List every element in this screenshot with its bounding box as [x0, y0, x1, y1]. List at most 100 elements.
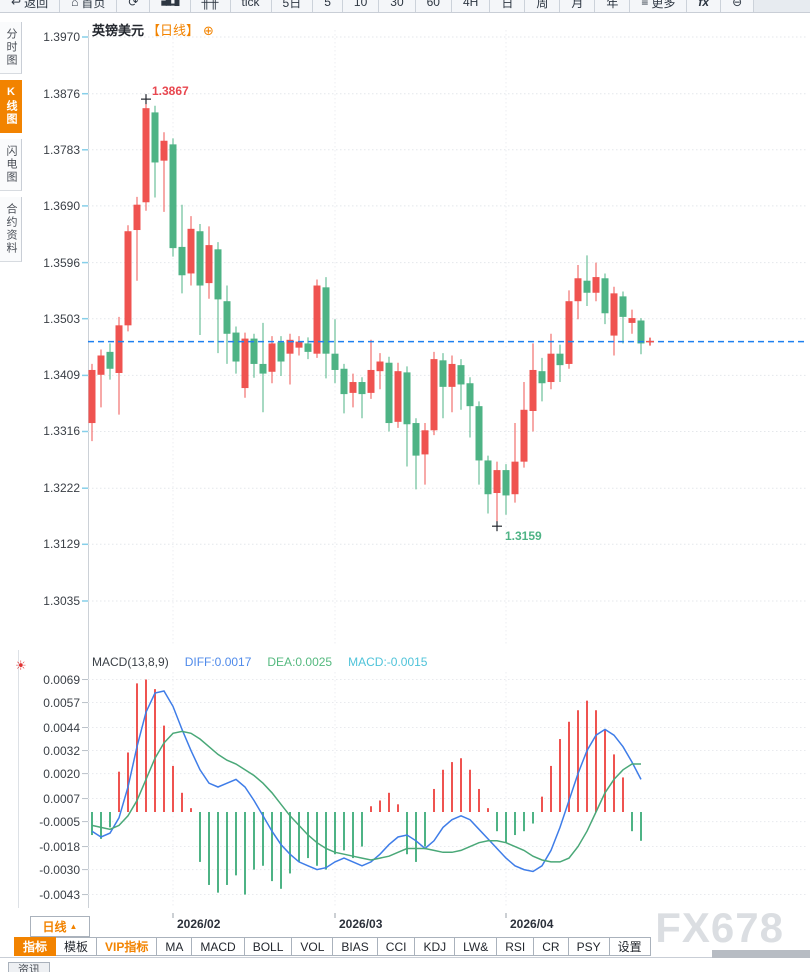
news-tab[interactable]: 资讯: [8, 962, 50, 972]
toolbar-button-label: 日: [501, 0, 514, 10]
watermark: FX678: [655, 904, 784, 951]
toolbar-button-tick[interactable]: tick: [230, 0, 272, 12]
indicator-tab-templates[interactable]: 模板: [56, 937, 98, 956]
indicator-tab-cci[interactable]: CCI: [377, 937, 416, 956]
toolbar-button-label: 首页: [81, 0, 106, 10]
toolbar-button-label: 30: [390, 0, 404, 9]
candle-body: [268, 343, 276, 372]
toolbar-button-monthly[interactable]: 月: [560, 0, 596, 12]
toolbar-button-10min[interactable]: 10: [342, 0, 380, 12]
indicator-tab-bias[interactable]: BIAS: [333, 937, 378, 956]
toolbar-button-bar-chart-type[interactable]: ▅▇▂█: [150, 0, 191, 12]
toolbar-button-30min[interactable]: 30: [379, 0, 416, 12]
candle-body: [331, 353, 339, 370]
candle-body: [592, 277, 600, 293]
toolbar-button-label: 60: [426, 0, 440, 9]
candle-body: [583, 280, 591, 293]
candle-body: [529, 369, 537, 411]
toolbar-button-label: 周: [536, 0, 549, 10]
candle-body: [178, 246, 186, 276]
candle-body: [124, 231, 132, 326]
indicator-tab-ma[interactable]: MA: [157, 937, 193, 956]
candle-body: [385, 362, 393, 424]
candle-body: [106, 351, 114, 369]
candle-body: [601, 278, 609, 314]
add-overlay-icon[interactable]: ⊕: [203, 23, 214, 38]
indicator-tab-kdj[interactable]: KDJ: [415, 937, 456, 956]
toolbar-button-60min[interactable]: 60: [415, 0, 452, 12]
candle-body: [403, 372, 411, 425]
indicator-tab-settings[interactable]: 设置: [609, 937, 651, 956]
toolbar-button-yearly[interactable]: 年: [595, 0, 631, 12]
indicator-tab-psy[interactable]: PSY: [568, 937, 610, 956]
toolbar-button-more[interactable]: ≡ 更多: [630, 0, 688, 12]
toolbar-button-daily[interactable]: 日: [490, 0, 526, 12]
sidebar-tab-kline-chart[interactable]: K线图: [0, 80, 22, 133]
sidebar-tab-lightning-chart[interactable]: 闪电图: [0, 139, 22, 191]
toolbar-button-5day[interactable]: 5日: [271, 0, 314, 12]
candle-body: [520, 409, 528, 462]
candle-body: [142, 108, 150, 203]
indicator-tab-lwr[interactable]: LW&: [455, 937, 498, 956]
candle-body: [241, 338, 249, 389]
toolbar-button-zoom-out[interactable]: ⊖: [721, 0, 755, 12]
candle-body: [619, 296, 627, 317]
toolbar-button-back[interactable]: ↩ 返回: [0, 0, 61, 12]
indicator-tab-vip-indicators[interactable]: VIP指标: [97, 937, 158, 956]
sidebar-tab-contract-info[interactable]: 合约资料: [0, 197, 22, 262]
indicator-toolbar: 指标 模板 VIP指标 MA MACD BOLL VOL BIAS CCI KDJ LW& RSI CR…: [14, 937, 651, 956]
toolbar-button-4hour[interactable]: 4H: [451, 0, 491, 12]
candle-body: [511, 461, 519, 495]
indicator-tab-vol[interactable]: VOL: [292, 937, 334, 956]
macd-dea-line: [91, 730, 641, 863]
left-sidebar: 分时图 K线图闪电图合约资料: [0, 12, 22, 268]
indicator-settings-sun-icon[interactable]: ☀: [15, 658, 27, 673]
candle-body: [304, 343, 312, 352]
candle-body: [286, 339, 294, 354]
candle-body: [358, 382, 366, 395]
toolbar-button-5min[interactable]: 5: [313, 0, 343, 12]
candle-body: [232, 332, 240, 362]
candle-body: [376, 361, 384, 372]
candle-body: [340, 368, 348, 395]
candle-body: [466, 383, 474, 407]
period-selector-label: 日线: [42, 920, 67, 934]
chart-title: 英镑美元 【日线】 ⊕: [92, 20, 214, 39]
indicator-tab-macd[interactable]: MACD: [192, 937, 245, 956]
toolbar-button-label: tick: [241, 0, 260, 9]
macd-diff-value: DIFF:0.0017: [184, 655, 252, 669]
candle-body: [196, 231, 204, 286]
candle-body: [214, 249, 222, 300]
candle-body: [205, 245, 213, 284]
toolbar-button-home[interactable]: ⌂ 首页: [60, 0, 118, 12]
candle-body: [295, 341, 303, 348]
candle-body: [610, 293, 618, 336]
candle-body: [187, 228, 195, 274]
candle-body: [160, 140, 168, 161]
toolbar-button-label: 5日: [282, 0, 302, 10]
horizontal-scrollbar-thumb[interactable]: [712, 950, 810, 958]
toolbar-button-label: 5: [324, 0, 331, 9]
candle-body: [457, 365, 465, 385]
candle-body: [259, 363, 267, 374]
toolbar-button-weekly[interactable]: 周: [525, 0, 561, 12]
toolbar-button-indicator-settings[interactable]: ╫╫: [190, 0, 231, 12]
symbol-name: 英镑美元: [92, 23, 145, 38]
toolbar-button-label: 4H: [462, 0, 479, 9]
indicator-tab-cr[interactable]: CR: [534, 937, 569, 956]
indicator-tab-indicators[interactable]: 指标: [14, 937, 57, 956]
home-icon: ⌂: [71, 0, 79, 9]
toolbar-button-label: 10: [353, 0, 368, 9]
indicator-tab-rsi[interactable]: RSI: [497, 937, 535, 956]
candle-body: [394, 371, 402, 422]
candle-body: [169, 144, 177, 249]
toolbar-button-refresh[interactable]: ⟳: [117, 0, 151, 12]
macd-params: MACD(13,8,9): [92, 655, 169, 669]
candle-body: [538, 371, 546, 384]
indicator-tab-boll[interactable]: BOLL: [244, 937, 293, 956]
period-selector-button[interactable]: 日线 ▲: [30, 916, 90, 937]
toolbar-button-label: 更多: [651, 0, 676, 10]
sidebar-tab-time-chart[interactable]: 分时图: [0, 22, 22, 74]
toolbar-button-fx[interactable]: fx: [687, 0, 722, 12]
